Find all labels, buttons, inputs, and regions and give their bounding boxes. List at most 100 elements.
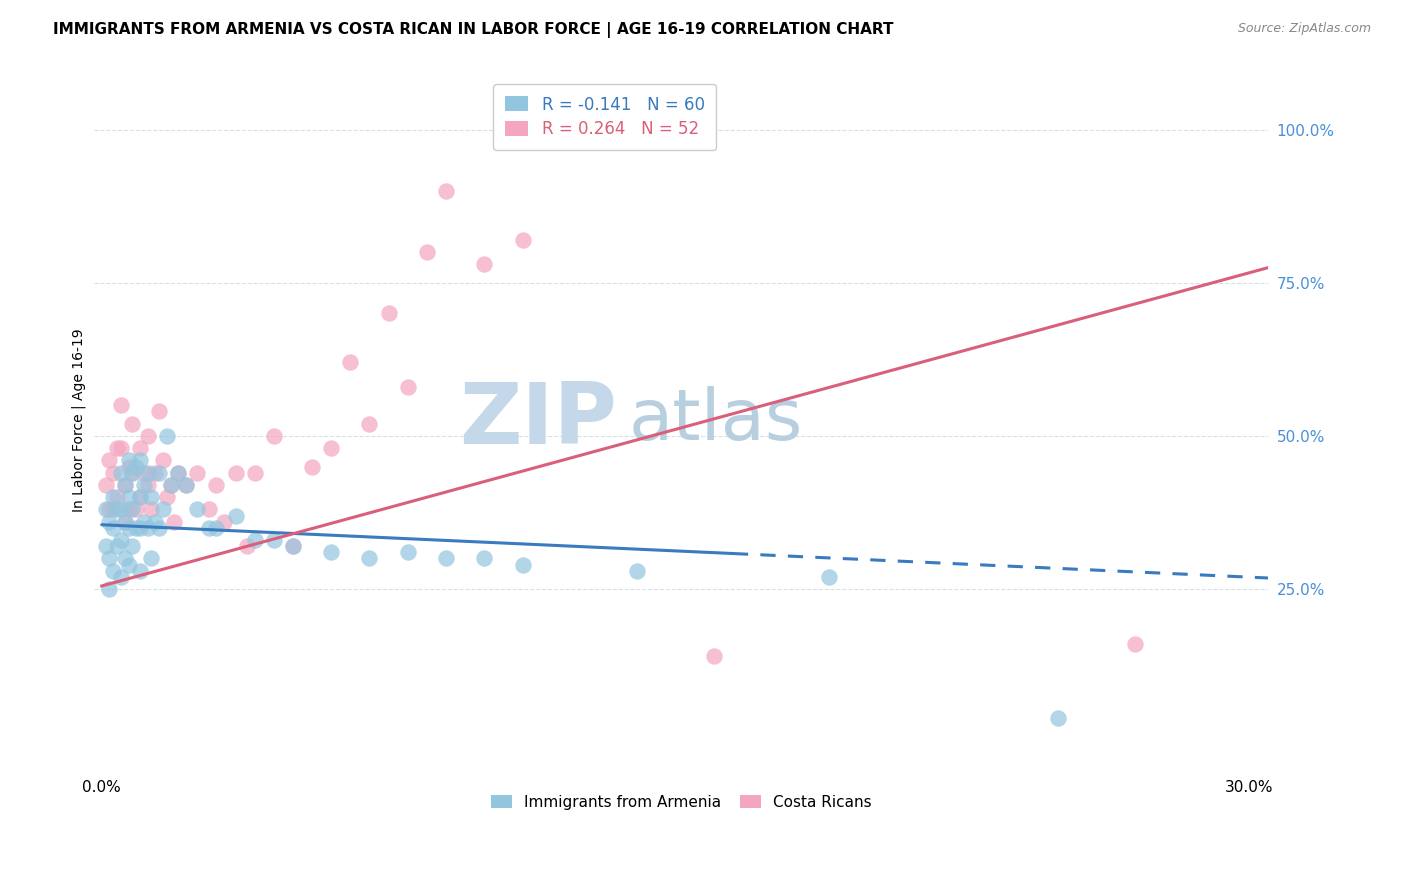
- Point: [198, 521, 221, 535]
- Point: [121, 417, 143, 431]
- Point: [98, 502, 121, 516]
- Point: [416, 245, 439, 260]
- Point: [1123, 637, 1146, 651]
- Point: [103, 466, 125, 480]
- Point: [321, 545, 343, 559]
- Point: [110, 502, 132, 516]
- Y-axis label: In Labor Force | Age 16-19: In Labor Force | Age 16-19: [72, 329, 86, 512]
- Point: [103, 564, 125, 578]
- Point: [132, 515, 155, 529]
- Point: [186, 466, 208, 480]
- Point: [243, 466, 266, 480]
- Point: [143, 515, 166, 529]
- Point: [98, 515, 121, 529]
- Point: [110, 398, 132, 412]
- Point: [121, 466, 143, 480]
- Point: [159, 478, 181, 492]
- Legend: Immigrants from Armenia, Costa Ricans: Immigrants from Armenia, Costa Ricans: [485, 789, 877, 816]
- Point: [110, 570, 132, 584]
- Point: [136, 478, 159, 492]
- Point: [174, 478, 197, 492]
- Point: [434, 184, 457, 198]
- Point: [103, 521, 125, 535]
- Point: [472, 258, 495, 272]
- Point: [263, 429, 285, 443]
- Point: [163, 515, 186, 529]
- Point: [110, 533, 132, 547]
- Point: [152, 453, 174, 467]
- Point: [263, 533, 285, 547]
- Point: [152, 502, 174, 516]
- Point: [136, 521, 159, 535]
- Point: [359, 417, 381, 431]
- Point: [359, 551, 381, 566]
- Point: [129, 521, 152, 535]
- Point: [156, 429, 179, 443]
- Point: [110, 441, 132, 455]
- Point: [129, 453, 152, 467]
- Point: [117, 453, 139, 467]
- Point: [105, 490, 128, 504]
- Point: [339, 355, 361, 369]
- Point: [132, 466, 155, 480]
- Point: [136, 429, 159, 443]
- Point: [377, 306, 399, 320]
- Point: [129, 441, 152, 455]
- Point: [1047, 711, 1070, 725]
- Point: [117, 558, 139, 572]
- Point: [117, 459, 139, 474]
- Point: [117, 502, 139, 516]
- Point: [148, 521, 170, 535]
- Point: [301, 459, 323, 474]
- Point: [434, 551, 457, 566]
- Point: [703, 649, 725, 664]
- Point: [205, 521, 228, 535]
- Point: [212, 515, 235, 529]
- Text: Source: ZipAtlas.com: Source: ZipAtlas.com: [1237, 22, 1371, 36]
- Point: [94, 502, 117, 516]
- Point: [626, 564, 648, 578]
- Point: [129, 490, 152, 504]
- Text: atlas: atlas: [628, 386, 803, 455]
- Point: [205, 478, 228, 492]
- Point: [141, 490, 163, 504]
- Point: [588, 122, 610, 136]
- Point: [121, 539, 143, 553]
- Point: [321, 441, 343, 455]
- Point: [225, 466, 247, 480]
- Point: [103, 490, 125, 504]
- Point: [159, 478, 181, 492]
- Point: [105, 441, 128, 455]
- Point: [174, 478, 197, 492]
- Point: [136, 466, 159, 480]
- Point: [817, 570, 839, 584]
- Point: [148, 466, 170, 480]
- Point: [125, 459, 148, 474]
- Point: [114, 515, 136, 529]
- Point: [148, 404, 170, 418]
- Point: [396, 545, 419, 559]
- Point: [105, 539, 128, 553]
- Point: [121, 502, 143, 516]
- Point: [105, 502, 128, 516]
- Point: [103, 502, 125, 516]
- Point: [114, 478, 136, 492]
- Point: [472, 551, 495, 566]
- Point: [143, 466, 166, 480]
- Point: [129, 490, 152, 504]
- Point: [94, 539, 117, 553]
- Point: [98, 551, 121, 566]
- Point: [98, 582, 121, 596]
- Point: [396, 380, 419, 394]
- Point: [117, 490, 139, 504]
- Point: [141, 551, 163, 566]
- Point: [512, 233, 534, 247]
- Point: [114, 551, 136, 566]
- Point: [236, 539, 259, 553]
- Text: ZIP: ZIP: [458, 379, 617, 462]
- Point: [225, 508, 247, 523]
- Text: IMMIGRANTS FROM ARMENIA VS COSTA RICAN IN LABOR FORCE | AGE 16-19 CORRELATION CH: IMMIGRANTS FROM ARMENIA VS COSTA RICAN I…: [53, 22, 894, 38]
- Point: [98, 453, 121, 467]
- Point: [114, 515, 136, 529]
- Point: [243, 533, 266, 547]
